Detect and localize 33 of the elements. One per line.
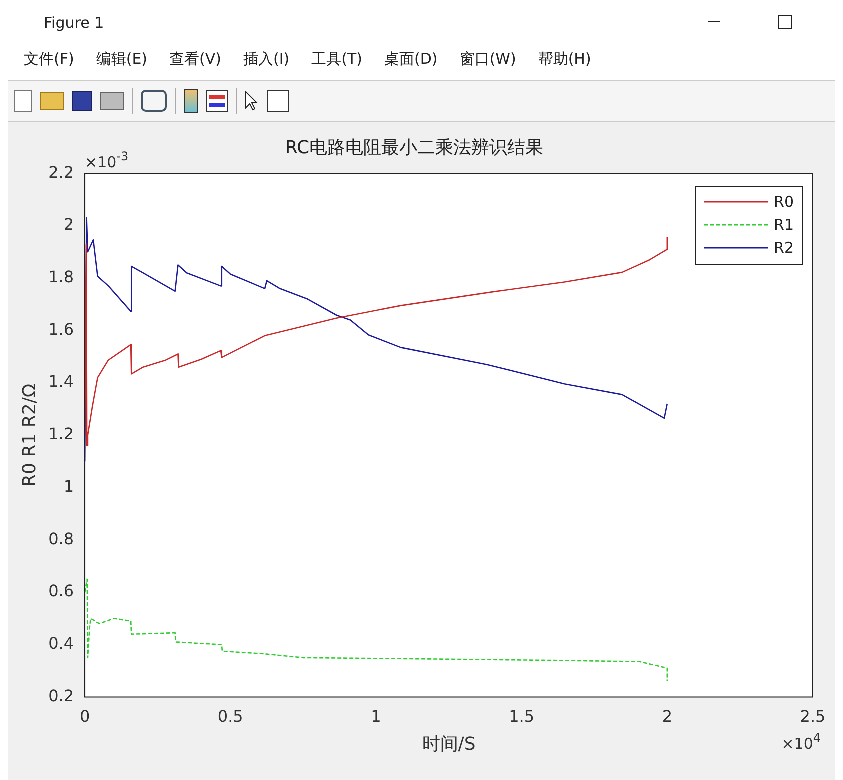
text: 编辑(E) xyxy=(96,50,148,68)
x-tick-label: 0 xyxy=(80,706,90,726)
y-axis-title: R0 R1 R2/Ω xyxy=(19,384,40,487)
caption: Figure 1 xyxy=(44,14,104,32)
x-tick-label: 1.5 xyxy=(509,706,535,726)
text: 插入(I) xyxy=(244,50,290,68)
y-tick-label: 1.8 xyxy=(48,267,74,286)
chart-title: RC电路电阻最小二乘法辨识结果 xyxy=(285,137,544,158)
x-tick-label: 2.5 xyxy=(800,706,826,726)
y-tick-label: 0.6 xyxy=(48,582,74,601)
y-tick-label: 2 xyxy=(64,215,74,234)
text: 文件(F) xyxy=(24,50,74,68)
text: 窗口(W) xyxy=(460,50,516,68)
line-series xyxy=(85,578,668,682)
legend-label: R1 xyxy=(774,216,794,234)
y-tick-label: 1 xyxy=(64,476,74,496)
x-tick-label: 2 xyxy=(662,706,673,726)
y-tick-label: 1.4 xyxy=(48,372,74,392)
text: 查看(V) xyxy=(170,50,222,68)
y-tick-label: 1.2 xyxy=(48,424,74,444)
legend-label: R0 xyxy=(774,193,794,212)
x-axis-title: 时间/S xyxy=(422,734,476,755)
x-tick-label: 1 xyxy=(371,706,382,726)
legend-label: R2 xyxy=(774,239,794,258)
text: 帮助(H) xyxy=(538,50,592,68)
y-tick-label: 1.6 xyxy=(48,320,74,339)
y-tick-label: 2.2 xyxy=(48,162,74,182)
x-tick-label: 0.5 xyxy=(218,706,244,726)
text: 工具(T) xyxy=(312,50,363,68)
y-tick-label: 0.8 xyxy=(48,529,74,548)
y-tick-label: 0.4 xyxy=(48,634,74,653)
text: 桌面(D) xyxy=(384,50,438,68)
y-tick-label: 0.2 xyxy=(48,686,74,706)
